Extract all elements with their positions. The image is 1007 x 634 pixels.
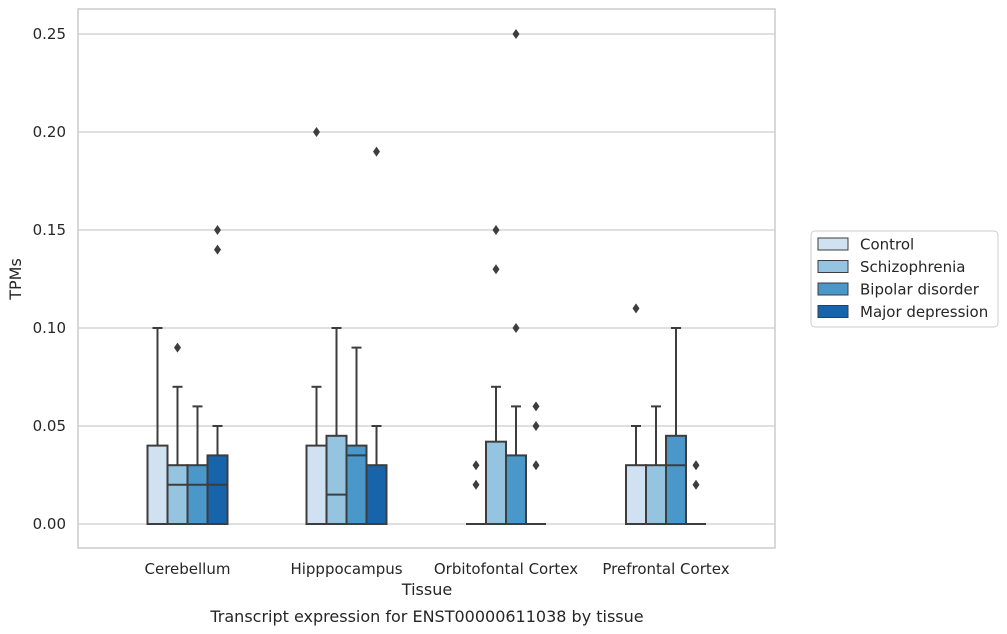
y-axis-label: TPMs [6, 258, 25, 301]
outlier-point [632, 303, 640, 314]
x-axis-ticks: Cerebellum Hipppocampus Orbitofontal Corte… [145, 560, 730, 578]
outlier-point [214, 244, 221, 255]
box-body [305, 444, 328, 526]
box-body [645, 464, 667, 526]
box-control [305, 127, 328, 526]
box-body [365, 464, 388, 526]
box-major-depression [686, 460, 706, 525]
y-tick-label: 0.10 [33, 319, 66, 337]
outlier-point [532, 460, 540, 471]
y-tick-label: 0.15 [33, 221, 66, 239]
box-schizophrenia [645, 405, 667, 526]
outlier-point [492, 225, 500, 235]
box-bipolar-disorder [345, 346, 368, 526]
legend-frame [810, 230, 999, 328]
box-bipolar-disorder [505, 29, 527, 525]
box-body [325, 434, 348, 525]
box-body [625, 464, 647, 526]
outlier-point [472, 479, 480, 490]
box-body [186, 464, 209, 526]
legend: Control Schizophrenia Bipolar disorder Majo… [810, 230, 999, 328]
box-body [345, 444, 368, 526]
outlier-point [174, 342, 181, 353]
box-body [665, 434, 687, 525]
box-body [166, 464, 189, 526]
x-tick-label: Prefrontal Cortex [602, 560, 729, 578]
legend-label: Schizophrenia [860, 258, 965, 276]
x-tick-label: Hipppocampus [290, 560, 402, 578]
x-tick-label: Cerebellum [145, 560, 231, 578]
y-axis-ticks: 0.00 0.05 0.10 0.15 0.20 0.25 [33, 25, 66, 533]
box-plot-marks [146, 29, 706, 526]
y-tick-label: 0.05 [33, 417, 66, 435]
outlier-point [692, 460, 700, 471]
y-tick-label: 0.25 [33, 25, 66, 43]
y-tick-label: 0.20 [33, 123, 66, 141]
box-major-depression [526, 401, 546, 525]
box-body [505, 454, 527, 525]
legend-label: Bipolar disorder [860, 281, 980, 299]
legend-label: Major depression [860, 303, 988, 321]
legend-swatch [817, 282, 849, 296]
box-schizophrenia [166, 342, 189, 526]
box-body [206, 454, 229, 525]
box-bipolar-disorder [665, 327, 687, 525]
x-tick-label: Orbitofontal Cortex [434, 560, 578, 578]
outlier-point [214, 225, 221, 235]
outlier-point [472, 460, 480, 471]
box-major-depression [365, 146, 388, 526]
legend-swatch [817, 237, 849, 251]
outlier-point [492, 264, 500, 275]
legend-swatch [817, 305, 849, 318]
legend-swatch [817, 260, 849, 273]
outlier-point [313, 127, 320, 137]
outlier-point [373, 146, 380, 157]
box-schizophrenia [485, 225, 507, 525]
x-axis-label: Tissue [401, 580, 452, 599]
box-control [625, 303, 647, 526]
box-major-depression [206, 225, 229, 525]
chart-caption: Transcript expression for ENST0000061103… [209, 607, 643, 626]
legend-label: Control [860, 236, 914, 254]
y-tick-label: 0.00 [33, 515, 66, 533]
outlier-point [532, 421, 540, 431]
outlier-point [512, 29, 520, 39]
box-body [485, 440, 507, 525]
box-control [466, 460, 486, 525]
box-bipolar-disorder [186, 405, 209, 526]
plot-frame [77, 8, 776, 549]
outlier-point [512, 323, 520, 333]
box-body [146, 444, 169, 526]
outlier-point [692, 479, 700, 490]
outlier-point [532, 401, 540, 412]
